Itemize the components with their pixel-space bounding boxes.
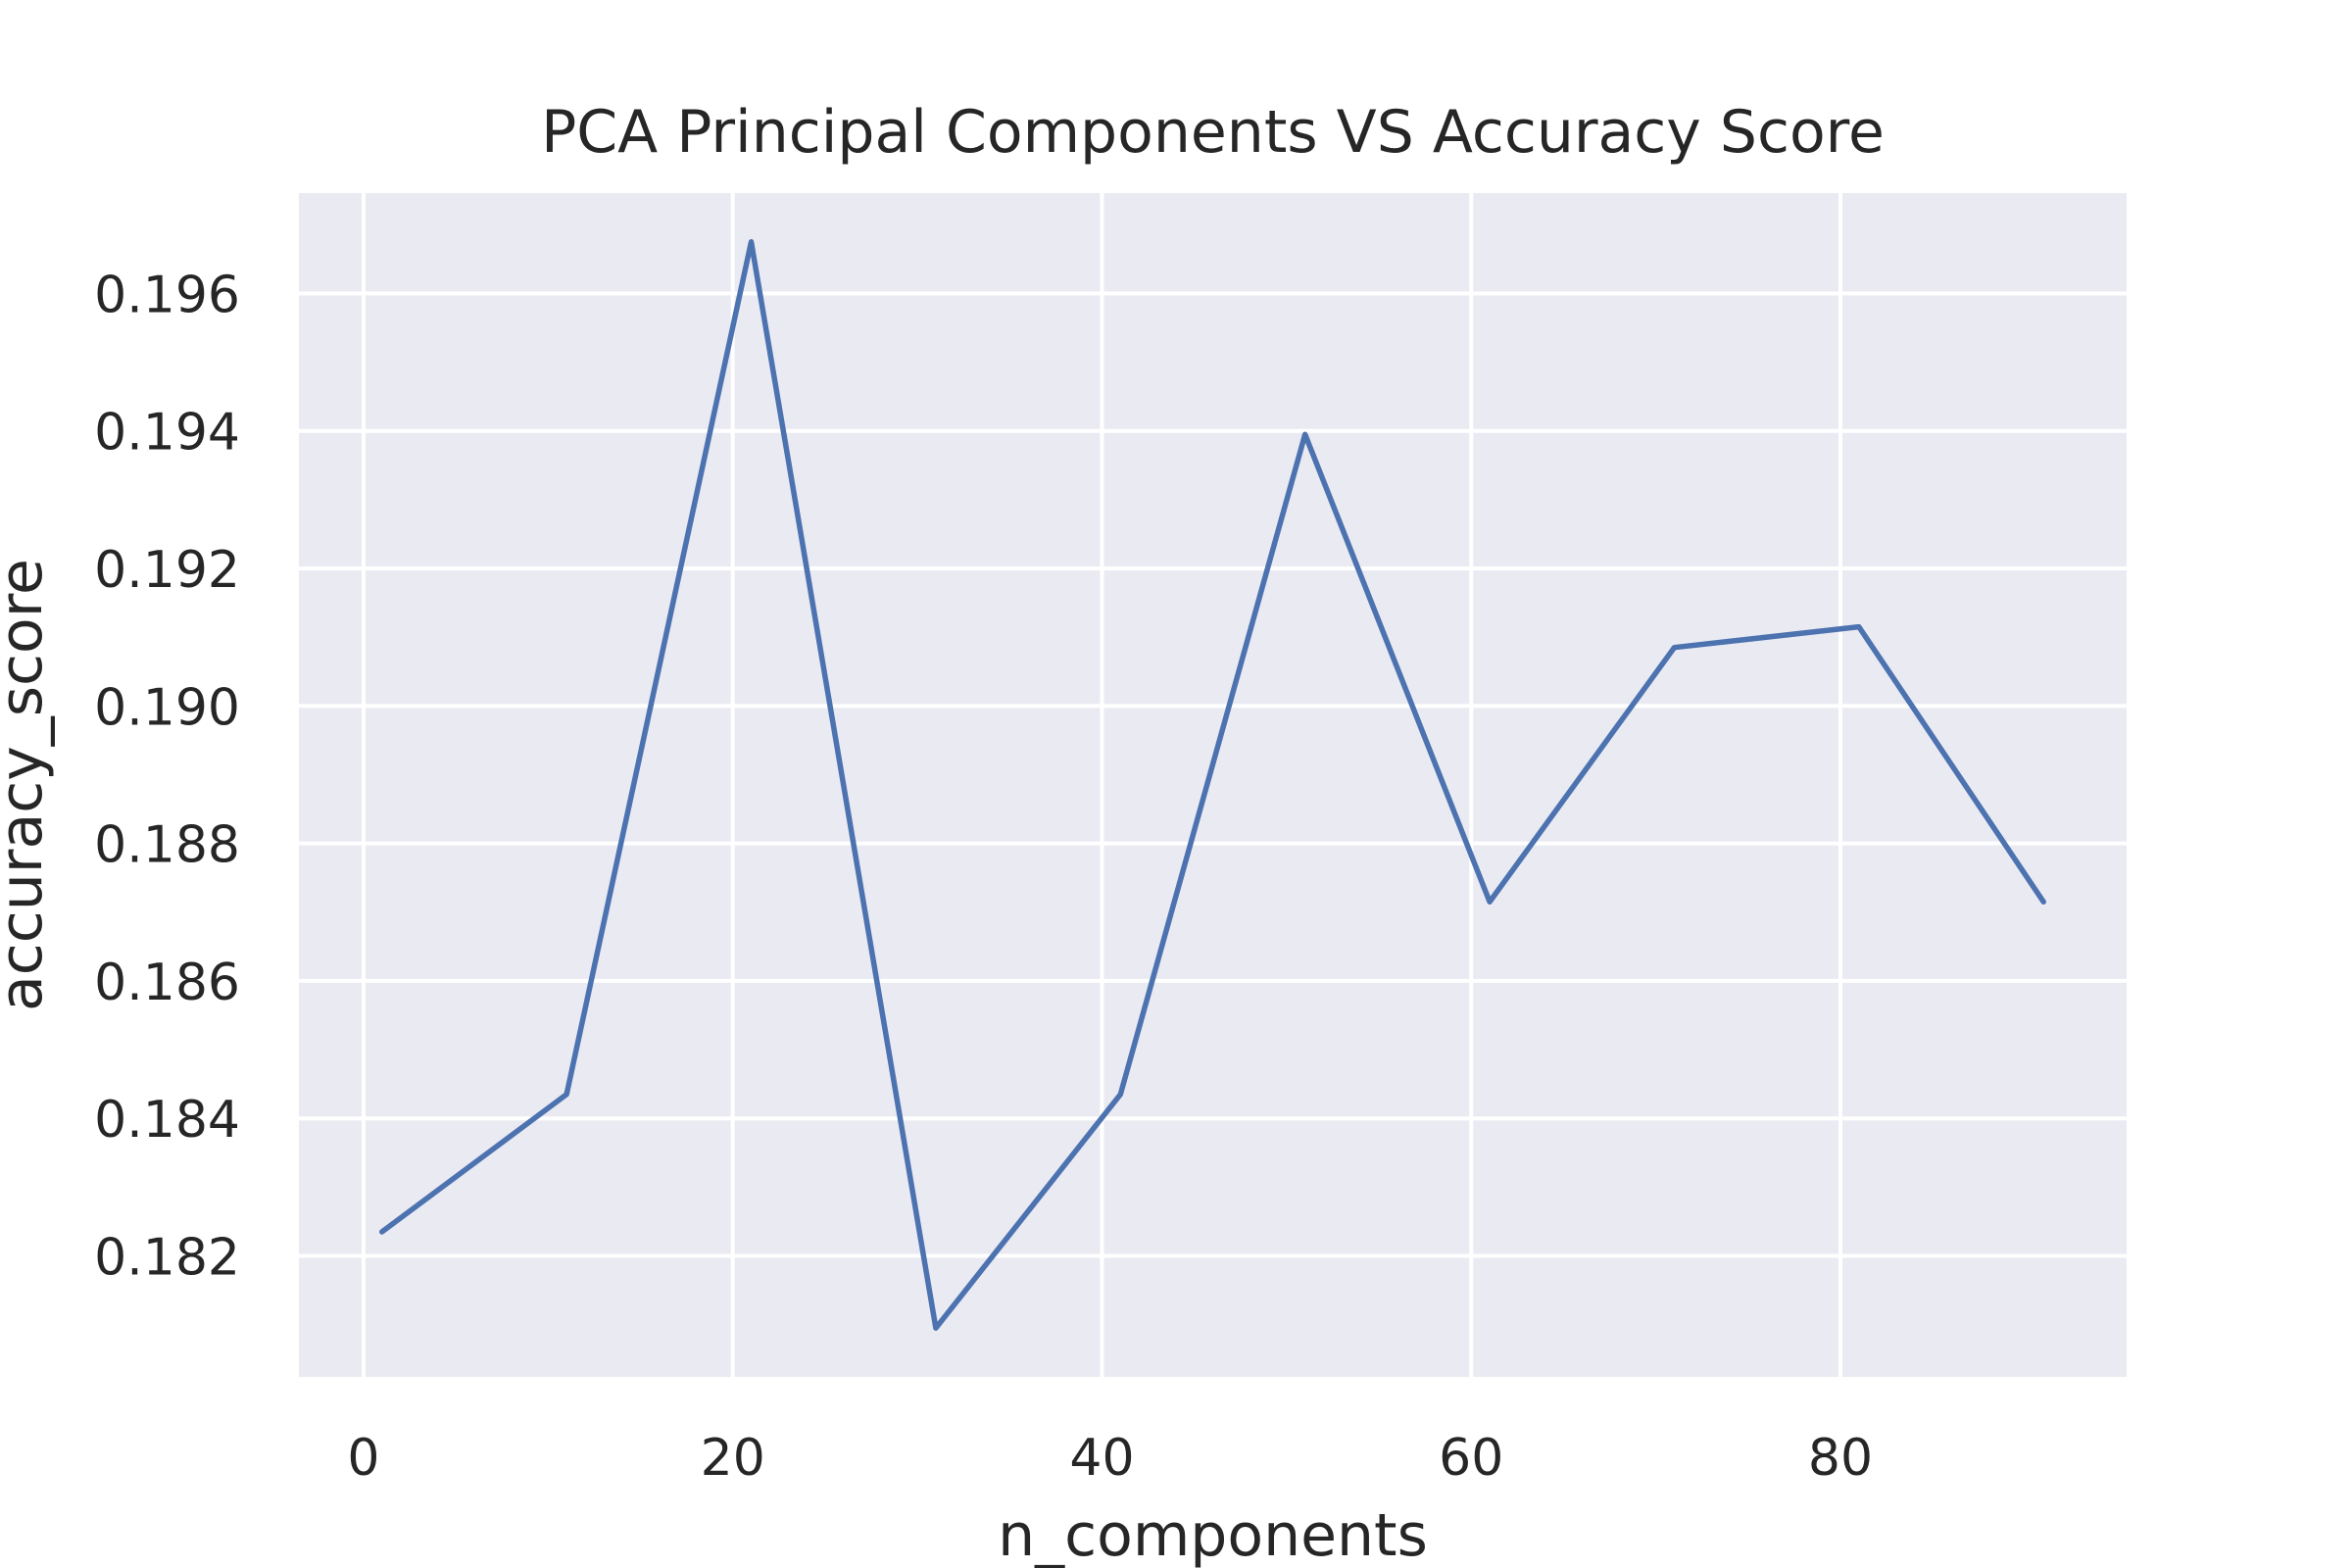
x-tick-label: 60 xyxy=(1439,1429,1503,1488)
x-tick-label: 0 xyxy=(347,1429,379,1488)
grid xyxy=(299,193,2127,1377)
y-tick-label: 0.190 xyxy=(94,678,240,737)
y-tick-label: 0.196 xyxy=(94,266,240,324)
chart-title: PCA Principal Components VS Accuracy Sco… xyxy=(541,98,1885,167)
x-axis-title: n_components xyxy=(998,1501,1428,1568)
y-tick-label: 0.186 xyxy=(94,954,240,1012)
x-tick-label: 20 xyxy=(701,1429,765,1488)
y-tick-label: 0.194 xyxy=(94,404,240,463)
plot-area xyxy=(299,193,2127,1377)
y-tick-label: 0.184 xyxy=(94,1091,240,1150)
y-tick-label: 0.182 xyxy=(94,1229,240,1288)
tick-labels: 0 20 40 60 80 0.182 0.184 0.186 0.188 0.190 0.192 0… xyxy=(94,266,1873,1488)
y-axis-title: accuracy_score xyxy=(0,559,56,1011)
y-tick-label: 0.188 xyxy=(94,816,240,875)
y-tick-label: 0.192 xyxy=(94,541,240,600)
series-layer xyxy=(379,239,2046,1331)
x-tick-label: 40 xyxy=(1069,1429,1134,1488)
series-line xyxy=(379,239,2046,1331)
x-tick-label: 80 xyxy=(1808,1429,1873,1488)
